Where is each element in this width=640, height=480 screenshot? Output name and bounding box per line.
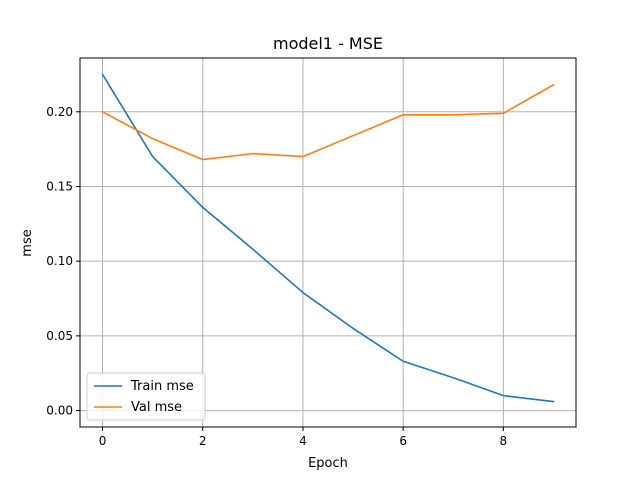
legend-box [86, 372, 206, 421]
series-line-train-mse [101, 73, 555, 403]
y-tick-label: 0.05 [46, 329, 73, 343]
x-tick-label: 6 [399, 434, 407, 448]
y-tick-label: 0.15 [46, 179, 73, 193]
legend-label-train-mse: Train mse [130, 379, 194, 394]
chart-title: model1 - MSE [273, 34, 383, 53]
x-axis-label: Epoch [308, 456, 348, 471]
x-axis-ticks: 0 2 4 6 8 [99, 427, 507, 448]
legend: Train mse Val mse [86, 372, 206, 421]
y-tick-label: 0.00 [46, 404, 73, 418]
x-tick-label: 4 [299, 434, 307, 448]
series-line-val-mse [101, 83, 555, 161]
plot-area [101, 73, 555, 403]
y-axis-label: mse [20, 229, 35, 256]
x-tick-label: 2 [199, 434, 207, 448]
x-tick-label: 8 [500, 434, 508, 448]
y-axis-ticks: 0.00 0.05 0.10 0.15 0.20 [46, 105, 80, 418]
y-tick-label: 0.20 [46, 105, 73, 119]
plot-frame [79, 57, 577, 428]
y-tick-label: 0.10 [46, 254, 73, 268]
legend-label-val-mse: Val mse [131, 400, 182, 415]
x-tick-label: 0 [99, 434, 107, 448]
